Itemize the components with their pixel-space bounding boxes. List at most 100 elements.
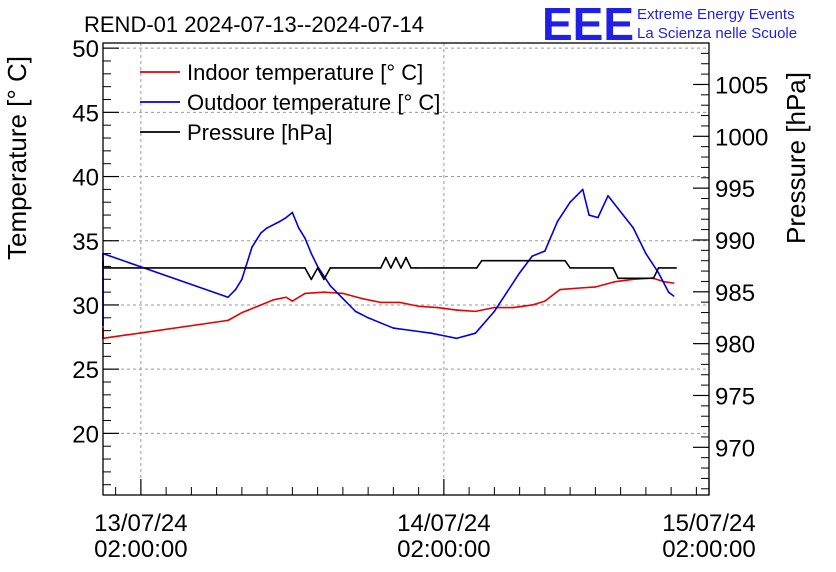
outdoor-temperature-c-segment (316, 265, 332, 287)
gridlines (103, 43, 709, 495)
outdoor-temperature-c-segment (506, 272, 521, 293)
indoor-temperature-c-segment (304, 291, 325, 295)
outdoor-temperature-c-segment (531, 250, 546, 257)
indoor-temperature-c-segment (260, 299, 275, 306)
indoor-temperature-c-segment (512, 304, 534, 309)
outdoor-temperature-c-segment (304, 237, 313, 255)
outdoor-temperature-c-segment (234, 278, 243, 291)
outdoor-temperature-c-segment (291, 211, 300, 229)
indoor-temperature-c-segment (241, 309, 249, 314)
y-left-tick-label: 50 (72, 36, 99, 63)
outdoor-temperature-c-segment (518, 255, 534, 274)
indoor-temperature-c-segment (455, 309, 477, 313)
indoor-temperature-c-segment (594, 281, 616, 288)
y-right-tick-label: 970 (715, 435, 755, 462)
indoor-temperature-c-segment (544, 288, 561, 302)
outdoor-temperature-c-segment (251, 232, 262, 248)
outdoor-temperature-c-segment (367, 316, 382, 324)
outdoor-temperature-c-segment (266, 220, 281, 229)
x-tick-date-label: 13/07/24 (94, 510, 187, 537)
outdoor-temperature-c-segment (310, 252, 319, 268)
outdoor-temperature-c-segment (657, 272, 670, 293)
outdoor-temperature-c-segment (597, 195, 609, 219)
outdoor-temperature-c-segment (556, 201, 571, 223)
outdoor-temperature-c-segment (297, 227, 306, 239)
outdoor-temperature-c-segment (329, 284, 344, 300)
y-left-tick-label: 30 (72, 293, 99, 320)
pressure-hpa-segment (405, 256, 412, 269)
indoor-temperature-c-segment (247, 304, 262, 311)
outdoor-temperature-c-segment (379, 322, 395, 329)
y-axis-left-label: Temperature [° C] (2, 56, 32, 260)
indoor-temperature-c-segment (664, 281, 675, 284)
outdoor-temperature-c-segment (617, 207, 635, 229)
y-right-tick-label: 975 (715, 383, 755, 410)
x-tick-date-label: 14/07/24 (397, 510, 490, 537)
outdoor-temperature-c-segment (260, 227, 268, 234)
pressure-hpa-segment (390, 256, 397, 269)
legend-label: Pressure [hPa] (187, 120, 333, 145)
outdoor-temperature-c-segment (544, 220, 559, 252)
outdoor-temperature-c-segment (607, 195, 619, 210)
outdoor-temperature-c-segment (392, 327, 414, 332)
right-axis: 970 975 980 985 990 995 1000 1005 (693, 52, 768, 490)
pressure-hpa-segment (310, 267, 319, 281)
logo-mark: EEE (542, 0, 634, 50)
x-tick-time-label: 02:00:00 (94, 536, 187, 563)
indoor-temperature-c-segment (575, 286, 597, 290)
y-left-tick-label: 20 (72, 421, 99, 448)
y-right-tick-label: 980 (715, 332, 755, 359)
outdoor-temperature-c-segment (588, 214, 599, 219)
outdoor-temperature-c-segment (354, 310, 369, 319)
outdoor-temperature-c-segment (411, 329, 433, 335)
y-left-tick-label: 25 (72, 357, 99, 384)
indoor-temperature-c-segment (323, 291, 344, 295)
outdoor-temperature-c-segment (241, 246, 253, 281)
pressure-hpa-segment (564, 259, 571, 269)
y-right-tick-label: 990 (715, 228, 755, 255)
logo-line-1: Extreme Energy Events (637, 6, 795, 23)
y-right-tick-label: 1000 (715, 124, 768, 151)
pressure-hpa-segment (652, 267, 660, 280)
outdoor-temperature-c-segment (278, 216, 287, 223)
outdoor-temperature-c-segment (227, 288, 237, 299)
outdoor-temperature-c-segment (667, 291, 675, 297)
y-right-tick-label: 985 (715, 280, 755, 307)
outdoor-temperature-c-segment (102, 252, 229, 299)
legend: Indoor temperature [° C] Outdoor temperat… (140, 60, 440, 145)
indoor-temperature-c-segment (398, 301, 420, 308)
outdoor-temperature-c-segment (632, 227, 647, 255)
legend-label: Outdoor temperature [° C] (187, 90, 440, 115)
x-tick-time-label: 02:00:00 (662, 536, 755, 563)
indoor-temperature-c-segment (102, 319, 229, 340)
outdoor-temperature-c-segment (430, 332, 445, 337)
y-left-tick-label: 40 (72, 165, 99, 192)
outdoor-temperature-c-segment (493, 291, 508, 313)
indoor-temperature-c-segment (272, 296, 287, 301)
logo-line-2: La Scienza nelle Scuole (637, 25, 797, 42)
indoor-temperature-c-segment (361, 297, 382, 304)
indoor-temperature-c-segment (474, 306, 496, 313)
outdoor-temperature-c-segment (581, 188, 590, 216)
outdoor-temperature-c-segment (575, 188, 584, 197)
y-axis-right-label: Pressure [hPa] (781, 72, 811, 244)
indoor-temperature-c-segment (559, 287, 578, 291)
indoor-temperature-c-segment (227, 311, 243, 322)
indoor-temperature-c-segment (613, 278, 635, 283)
outdoor-temperature-c-segment (474, 310, 496, 335)
x-tick-time-label: 02:00:00 (397, 536, 490, 563)
left-axis: 20 25 30 35 40 45 50 (72, 36, 119, 486)
outdoor-temperature-c-segment (342, 297, 357, 313)
y-left-tick-label: 45 (72, 100, 99, 127)
outdoor-temperature-c-segment (455, 332, 477, 340)
outdoor-temperature-c-segment (285, 211, 294, 219)
indoor-temperature-c-segment (285, 296, 294, 302)
indoor-temperature-c-segment (417, 305, 439, 309)
chart-title: REND-01 2024-07-13--2024-07-14 (84, 12, 424, 37)
pressure-hpa-segment (475, 259, 483, 269)
outdoor-temperature-c-segment (569, 195, 578, 204)
pressure-hpa-segment (316, 267, 325, 281)
y-right-tick-label: 1005 (715, 72, 768, 99)
